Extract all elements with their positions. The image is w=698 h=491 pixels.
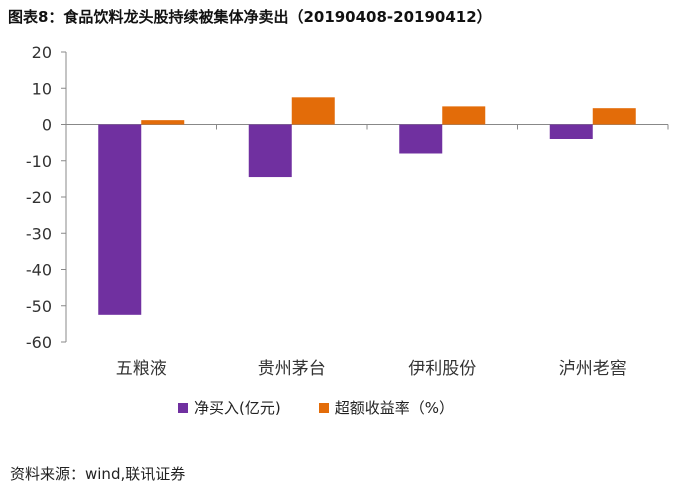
bar-excess-return [442, 106, 486, 125]
bar-excess-return [592, 108, 636, 125]
y-tick-label: 20 [32, 43, 52, 62]
bar-net-buy [399, 124, 443, 154]
bar-chart: 20 10 0 -10 -20 -30 -40 -50 -60 五粮液 贵州茅台 伊利股份 泸州老窖 [26, 43, 669, 379]
bar-net-buy [98, 124, 142, 315]
y-tick-label: 0 [42, 116, 52, 135]
bar-excess-return [141, 120, 185, 125]
x-category-label: 泸州老窖 [559, 359, 627, 379]
y-tick-label: 10 [32, 79, 52, 98]
bar-excess-return [291, 97, 335, 125]
chart-legend: 净买入(亿元) 超额收益率（%） [178, 397, 492, 418]
x-category-label: 贵州茅台 [258, 359, 326, 379]
y-tick-label: -50 [26, 297, 52, 316]
y-tick-label: -20 [26, 188, 52, 207]
bar-net-buy [248, 124, 292, 178]
legend-item-excess-return: 超额收益率（%） [318, 397, 454, 418]
x-category-label: 五粮液 [116, 359, 167, 379]
chart-title: 图表8：食品饮料龙头股持续被集体净卖出（20190408-20190412） [8, 8, 492, 26]
source-note: 资料来源：wind,联讯证券 [10, 465, 186, 483]
legend-swatch-excess-return [318, 402, 329, 413]
legend-label-excess-return: 超额收益率（%） [334, 399, 454, 417]
bar-net-buy [549, 124, 593, 139]
legend-label-net-buy: 净买入(亿元) [194, 399, 281, 417]
y-tick-label: -60 [26, 333, 52, 352]
x-category-label: 伊利股份 [408, 359, 476, 379]
y-tick-label: -10 [26, 152, 52, 171]
y-tick-label: -40 [26, 261, 52, 280]
y-tick-label: -30 [26, 224, 52, 243]
legend-item-net-buy: 净买入(亿元) [178, 397, 281, 418]
legend-swatch-net-buy [178, 402, 188, 413]
